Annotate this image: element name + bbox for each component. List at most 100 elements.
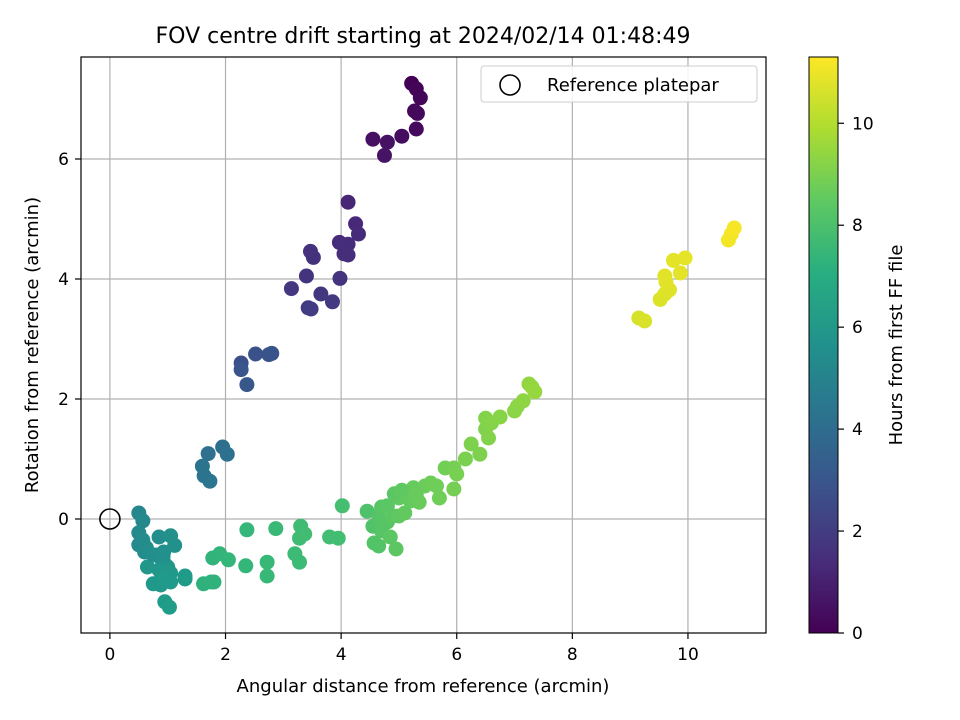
data-point	[677, 250, 693, 266]
data-point	[394, 482, 410, 498]
data-point	[672, 265, 688, 281]
data-point	[303, 301, 319, 317]
data-point	[657, 268, 673, 284]
data-point	[298, 268, 314, 284]
data-point	[397, 505, 413, 521]
data-point	[163, 574, 179, 590]
data-point	[371, 538, 387, 554]
data-point	[206, 574, 222, 590]
data-point	[259, 568, 275, 584]
legend-box	[480, 65, 758, 103]
x-tick-label: 8	[567, 645, 578, 665]
y-axis-label: Rotation from reference (arcmin)	[22, 197, 43, 493]
y-tick-label: 6	[58, 150, 69, 170]
data-point	[202, 473, 218, 489]
y-tick-label: 4	[58, 270, 69, 290]
colorbar-tick-label: 10	[852, 114, 874, 134]
data-point	[481, 430, 497, 446]
data-point	[350, 226, 366, 242]
scatter-points	[131, 75, 742, 615]
data-point	[429, 478, 445, 494]
x-tick-label: 10	[677, 645, 699, 665]
data-point	[219, 446, 235, 462]
colorbar-tick-label: 8	[852, 216, 863, 236]
data-point	[283, 281, 299, 297]
data-point	[376, 147, 392, 163]
data-point	[340, 194, 356, 210]
data-point	[135, 513, 151, 529]
data-point	[139, 559, 155, 575]
colorbar-tick-label: 2	[852, 522, 863, 542]
data-point	[446, 481, 462, 497]
data-point	[515, 393, 531, 409]
data-point	[527, 384, 543, 400]
data-point	[324, 294, 340, 310]
data-point	[200, 446, 216, 462]
y-tick-label: 0	[58, 510, 69, 530]
data-point	[340, 247, 356, 263]
colorbar-ticks: 0 2 4 6 8 10	[838, 114, 874, 644]
x-ticks: 0 2 4 6 8 10	[104, 633, 699, 665]
data-point	[161, 599, 177, 615]
data-point	[238, 558, 254, 574]
data-point	[167, 537, 183, 553]
data-point	[431, 490, 447, 506]
data-point	[268, 521, 284, 537]
data-point	[305, 249, 321, 265]
data-point	[411, 494, 427, 510]
data-point	[379, 134, 395, 150]
data-point	[394, 128, 410, 144]
data-point	[726, 220, 742, 236]
data-point	[239, 377, 255, 393]
data-point	[177, 571, 193, 587]
data-point	[330, 530, 346, 546]
legend-label: Reference platepar	[547, 75, 719, 96]
data-point	[637, 313, 653, 329]
x-tick-label: 2	[220, 645, 231, 665]
colorbar-tick-label: 0	[852, 624, 863, 644]
x-axis-label: Angular distance from reference (arcmin)	[237, 676, 610, 697]
y-tick-label: 2	[58, 390, 69, 410]
data-point	[365, 131, 381, 147]
data-point	[472, 446, 488, 462]
data-point	[297, 526, 313, 542]
y-ticks: 0 2 4 6	[58, 150, 81, 530]
data-point	[264, 345, 280, 361]
data-point	[359, 503, 375, 519]
data-point	[292, 554, 308, 570]
data-point	[463, 436, 479, 452]
colorbar-tick-label: 4	[852, 420, 863, 440]
plot-area: 0 2 4 6 8 10 0 2 4 6	[58, 56, 767, 665]
legend: Reference platepar	[480, 65, 758, 103]
x-tick-label: 4	[336, 645, 347, 665]
data-point	[155, 548, 171, 564]
reference-marker-group	[99, 508, 121, 530]
data-point	[334, 498, 350, 514]
data-point	[408, 121, 424, 137]
grid	[81, 57, 766, 633]
data-point	[259, 554, 275, 570]
data-point	[666, 252, 682, 268]
data-point	[449, 466, 465, 482]
data-point	[412, 90, 428, 106]
data-point	[492, 409, 508, 425]
data-point	[409, 105, 425, 121]
data-point	[220, 552, 236, 568]
colorbar-tick-label: 6	[852, 318, 863, 338]
data-point	[332, 270, 348, 286]
data-point	[239, 522, 255, 538]
axes-frame	[80, 56, 767, 634]
data-point	[248, 346, 264, 362]
colorbar-gradient	[808, 56, 839, 634]
data-point	[457, 451, 473, 467]
data-point	[151, 529, 167, 545]
chart-title: FOV centre drift starting at 2024/02/14 …	[156, 24, 691, 49]
colorbar: 0 2 4 6 8 10 Hours from first FF file	[808, 56, 907, 644]
data-point	[382, 529, 398, 545]
x-tick-label: 6	[451, 645, 462, 665]
legend-open-circle-icon	[499, 74, 521, 96]
x-tick-label: 0	[104, 645, 115, 665]
reference-platepar-marker	[99, 508, 121, 530]
data-point	[233, 362, 249, 378]
